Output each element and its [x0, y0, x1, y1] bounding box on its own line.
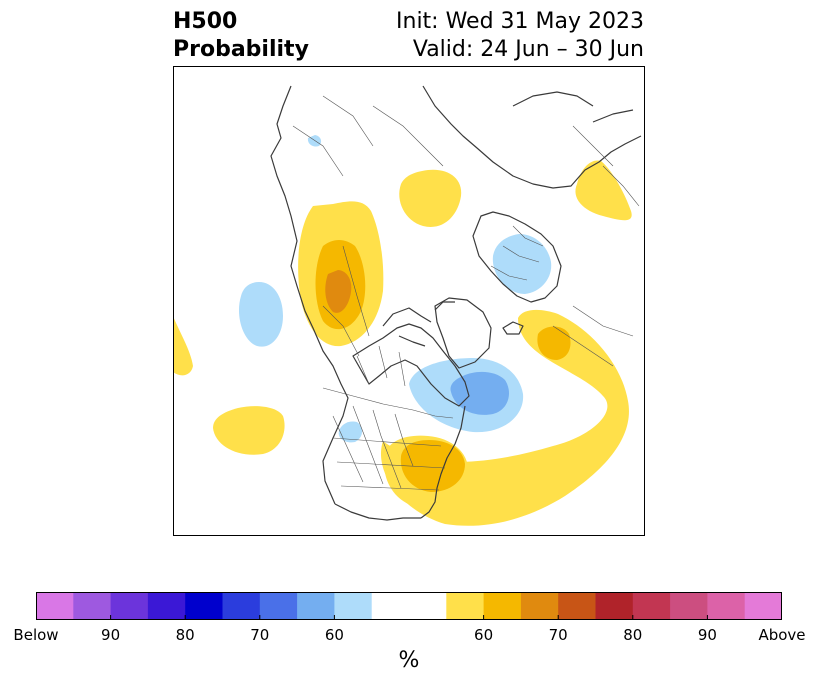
colorbar-segment [36, 592, 74, 620]
anomaly-above-pacific-edge [173, 316, 193, 376]
colorbar-frame [36, 592, 782, 620]
anomaly-above-pacific [213, 406, 285, 455]
colorbar-segment [483, 592, 522, 620]
coast-europe [472, 211, 562, 303]
colorbar-segment [73, 592, 112, 620]
colorbar-segment [371, 592, 410, 620]
colorbar-tick-label: 90 [697, 626, 717, 644]
anomaly-below-plains [338, 421, 363, 443]
border-alaska [342, 245, 370, 337]
anomaly-above-atlantic-core [537, 326, 571, 360]
anomaly-shading [173, 135, 632, 526]
colorbar-segment [707, 592, 746, 620]
colorbar-tick-label: 60 [474, 626, 494, 644]
colorbar-segment [632, 592, 671, 620]
coast-eurasia-north [422, 85, 642, 189]
colorbar-tick-label: 70 [250, 626, 270, 644]
colorbar [36, 592, 782, 620]
political-borders [292, 95, 640, 491]
borders-europe [490, 225, 544, 281]
anomaly-above-eastern-us-core [400, 440, 465, 492]
colorbar-tick-label: 80 [175, 626, 195, 644]
colorbar-segment [334, 592, 373, 620]
anomaly-below-gulf-alaska [238, 282, 283, 347]
coast-greenland [434, 297, 492, 369]
colorbar-segment [670, 592, 708, 620]
border-us-canada [322, 387, 454, 419]
anomaly-above-greenland [399, 169, 462, 227]
anomaly-above-siberia [575, 160, 632, 221]
borders-canada-provinces [322, 305, 406, 387]
colorbar-segment [558, 592, 596, 620]
coast-iceland [502, 321, 524, 335]
colorbar-segment [446, 592, 485, 620]
title-left: H500 Probability [173, 8, 309, 64]
colorbar-tick-label: 80 [623, 626, 643, 644]
coast-hudson-bay [352, 323, 470, 407]
title-variable: H500 [173, 9, 238, 34]
title-right: Init: Wed 31 May 2023 Valid: 24 Jun – 30… [396, 8, 644, 64]
map-frame [173, 66, 645, 536]
colorbar-segment [185, 592, 223, 620]
colorbar-segment [520, 592, 559, 620]
colorbar-unit: % [398, 648, 420, 673]
probability-map [173, 66, 645, 536]
title-init-date: Init: Wed 31 May 2023 [396, 9, 644, 34]
title-type: Probability [173, 37, 309, 62]
colorbar-tick-label: Above [758, 626, 806, 644]
coast-arctic-islands [512, 91, 634, 123]
colorbar-segment [147, 592, 186, 620]
colorbar-segment [110, 592, 149, 620]
colorbar-tick-label: Below [13, 626, 59, 644]
borders-us-states [332, 405, 446, 491]
colorbar-segment [595, 592, 634, 620]
colorbar-tick-label: 60 [324, 626, 344, 644]
borders-asia [292, 95, 640, 367]
colorbar-tick-label: 70 [548, 626, 568, 644]
colorbar-segment [409, 592, 447, 620]
colorbar-tick-label: 90 [101, 626, 121, 644]
title-valid-range: Valid: 24 Jun – 30 Jun [412, 37, 644, 62]
colorbar-segment [744, 592, 782, 620]
coast-gulf-mexico [334, 503, 421, 521]
anomaly-above-alaska-peak [325, 270, 352, 313]
coast-east-us [420, 405, 466, 519]
colorbar-segment [297, 592, 335, 620]
colorbar-segment [259, 592, 298, 620]
colorbar-segment [222, 592, 261, 620]
